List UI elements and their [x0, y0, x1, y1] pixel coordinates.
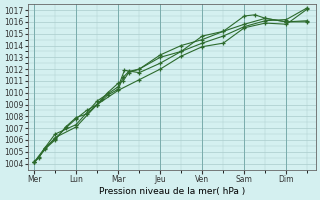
- X-axis label: Pression niveau de la mer( hPa ): Pression niveau de la mer( hPa ): [99, 187, 245, 196]
